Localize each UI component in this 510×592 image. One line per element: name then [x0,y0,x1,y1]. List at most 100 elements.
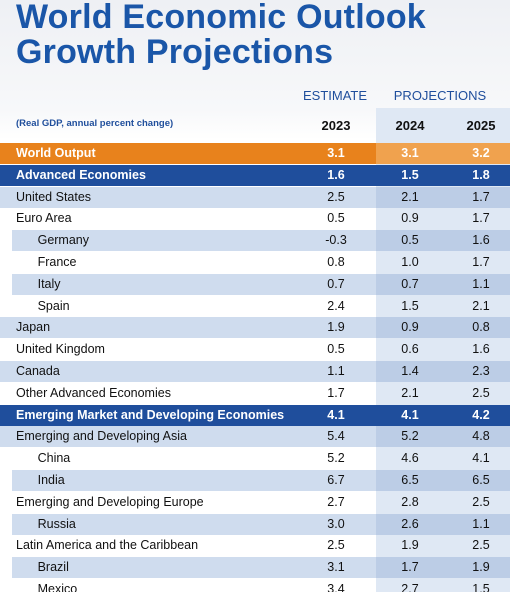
row-fill [376,317,510,339]
row-label: Germany [37,233,89,248]
row-label: India [37,473,65,487]
cell-value: 4.1 [327,407,345,422]
cell-value: 2.4 [327,298,345,313]
row-fill [12,273,376,295]
cell-value: 1.5 [401,167,419,182]
row-label: Russia [37,516,76,531]
cell-value: 1.5 [472,582,490,592]
cell-value: 6.5 [401,473,419,487]
cell-value: 0.9 [401,211,419,226]
row-fill [0,426,376,448]
cell-value: 1.1 [472,516,490,531]
cell-value: 4.1 [472,451,490,466]
cell-value: 5.2 [327,451,345,466]
year-header: 2023 [321,118,351,133]
row-fill [0,164,510,186]
cell-value: 4.6 [401,451,419,466]
cell-value: 2.6 [401,516,419,531]
cell-value: 1.9 [401,538,419,553]
cell-value: 3.2 [472,146,490,160]
cell-value: 0.9 [401,320,419,335]
table-row: Emerging Market and Developing Economies… [0,404,510,426]
table-row: World Output 3.1 3.1 3.2 [0,143,510,164]
table-row: Germany -0.3 0.5 1.6 [0,230,510,252]
cell-value: 0.6 [401,342,419,357]
cell-value: 0.8 [327,255,345,269]
cell-value: 2.7 [401,582,419,592]
row-label: France [37,255,77,269]
cell-value: 6.5 [472,473,490,487]
row-fill [376,470,510,491]
row-label: United States [16,189,92,204]
table-row: United States 2.5 2.1 1.7 [0,186,510,208]
row-label: Brazil [37,560,69,575]
row-label: United Kingdom [16,342,105,357]
table-row: Canada 1.1 1.4 2.3 [0,361,510,382]
cell-value: 3.0 [327,516,345,531]
cell-value: 0.7 [327,276,345,291]
table-row: Emerging and Developing Asia 5.4 5.2 4.8 [0,426,510,448]
cell-value: 1.7 [472,211,490,226]
row-label: China [37,451,71,466]
row-fill [0,317,376,339]
table-row: Latin America and the Caribbean 2.5 1.9 2.5 [0,535,510,556]
table-row: India 6.7 6.5 6.5 [0,470,510,491]
cell-value: 6.7 [327,473,345,487]
row-label: Latin America and the Caribbean [16,538,199,553]
column-group: ESTIMATE [302,88,368,103]
row-label: Emerging and Developing Asia [16,429,187,444]
cell-value: 1.1 [327,364,345,378]
row-fill [12,470,376,491]
cell-value: 1.0 [401,255,419,269]
table-row: China 5.2 4.6 4.1 [0,448,510,469]
row-label: Italy [37,276,61,291]
table-row: Other Advanced Economies 1.7 2.1 2.5 [0,383,510,404]
row-fill [12,557,376,579]
row-label: Emerging and Developing Europe [16,494,204,509]
cell-value: 2.7 [327,494,345,509]
row-fill [0,404,510,426]
table-row: Japan 1.9 0.9 0.8 [0,317,510,339]
row-fill [12,513,376,535]
table-row: United Kingdom 0.5 0.6 1.6 [0,339,510,360]
table-row: Mexico 3.4 2.7 1.5 [0,579,510,592]
row-label: World Output [16,146,96,160]
cell-value: -0.3 [325,233,347,248]
row-fill [12,230,376,252]
table-row: Advanced Economies 1.6 1.5 1.8 [0,164,510,186]
row-label: Mexico [37,582,78,592]
cell-value: 4.1 [401,407,419,422]
title-line: World Economic Outlook [16,0,426,36]
table-note: (Real GDP, annual percent change) [16,118,174,129]
table-row: Spain 2.4 1.5 2.1 [0,296,510,317]
cell-value: 0.8 [472,320,490,335]
cell-value: 2.1 [472,298,490,313]
cell-value: 1.6 [327,167,345,182]
table-row: Italy 0.7 0.7 1.1 [0,273,510,295]
row-label: Advanced Economies [16,167,146,182]
title-line: Growth Projections [16,33,334,71]
cell-value: 5.4 [327,429,345,444]
cell-value: 1.7 [472,255,490,269]
cell-value: 1.9 [327,320,345,335]
row-fill [376,426,510,448]
cell-value: 0.5 [327,211,345,226]
table-row: Emerging and Developing Europe 2.7 2.8 2.5 [0,492,510,513]
table-row: Brazil 3.1 1.7 1.9 [0,557,510,579]
row-label: Euro Area [16,211,72,226]
row-fill [376,273,510,295]
cell-value: 1.1 [472,276,490,291]
row-fill [376,230,510,252]
cell-value: 2.5 [472,538,490,553]
row-fill [376,143,510,164]
column-group: PROJECTIONS [393,88,487,103]
cell-value: 2.5 [472,494,490,509]
cell-value: 1.4 [401,364,419,378]
cell-value: 1.6 [472,342,490,357]
cell-value: 1.7 [401,560,419,575]
row-label: Japan [16,320,51,335]
cell-value: 0.5 [401,233,419,248]
cell-value: 4.8 [472,429,490,444]
cell-value: 3.1 [327,146,345,160]
cell-value: 1.5 [401,298,419,313]
